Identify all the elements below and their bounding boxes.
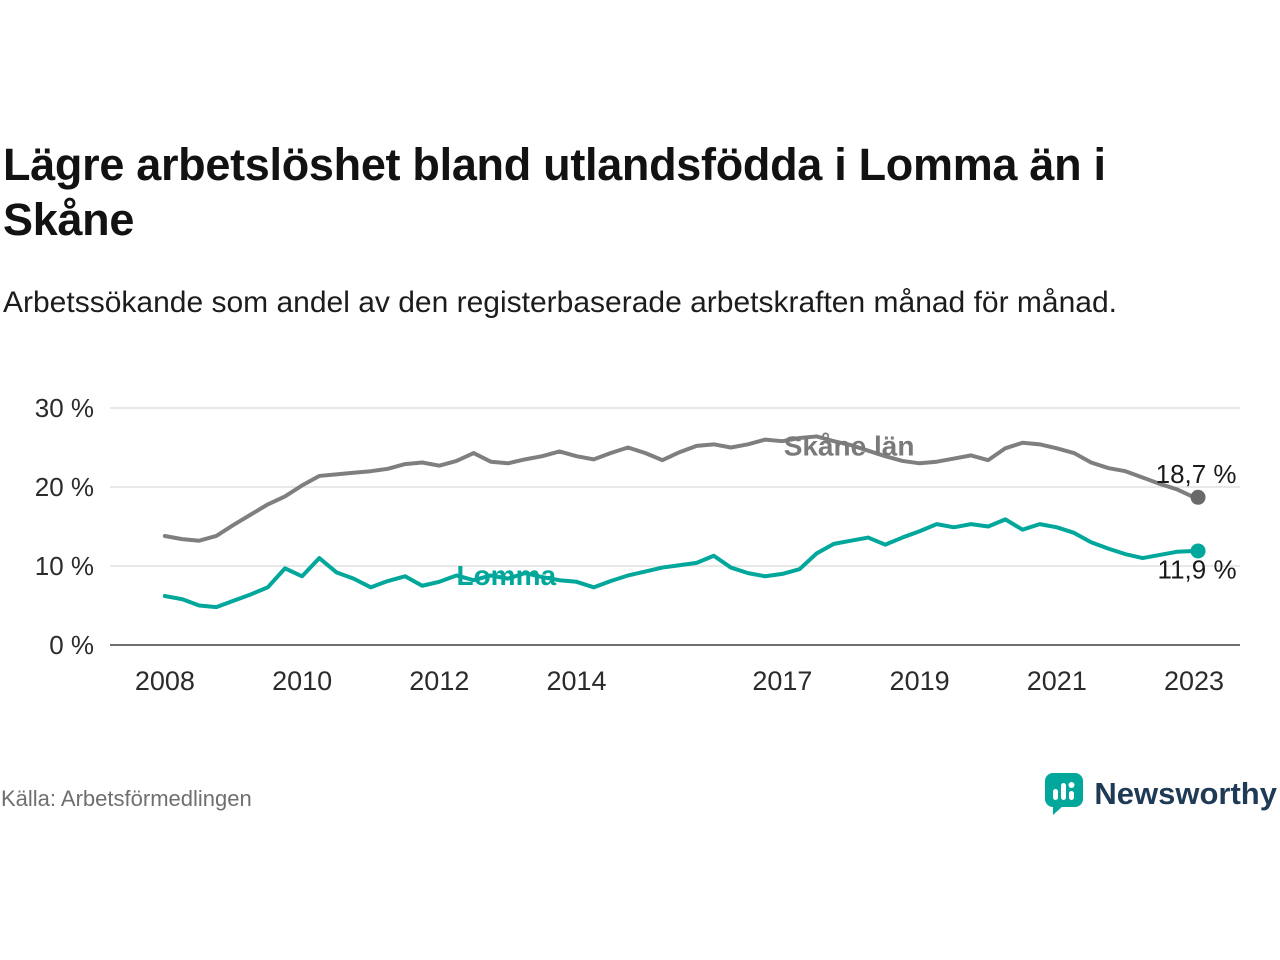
y-tick-label: 30 % (35, 393, 94, 423)
x-tick-label: 2012 (409, 666, 469, 696)
y-tick-label: 10 % (35, 551, 94, 581)
newsworthy-logo: Newsworthy (1044, 772, 1277, 816)
x-tick-label: 2021 (1027, 666, 1087, 696)
annotation-skåne-län: Skåne län (784, 430, 915, 461)
x-tick-label: 2008 (135, 666, 195, 696)
newsworthy-logo-icon (1045, 773, 1084, 815)
annotation-18-7-: 18,7 % (1156, 459, 1237, 489)
chart-subtitle: Arbetssökande som andel av den registerb… (3, 286, 1117, 319)
logo-bubble-tail (1053, 805, 1065, 815)
x-tick-label: 2019 (890, 666, 950, 696)
source-note: Källa: Arbetsförmedlingen (1, 786, 252, 811)
series-end-dot-lomma (1190, 543, 1206, 559)
x-tick-label: 2023 (1164, 666, 1224, 696)
y-tick-label: 0 % (49, 630, 94, 660)
x-tick-label: 2017 (752, 666, 812, 696)
annotation-11-9-: 11,9 % (1158, 555, 1237, 585)
chart-title: Lägre arbetslöshet bland utlandsfödda i … (3, 139, 1106, 245)
logo-bar-2 (1061, 783, 1067, 800)
series-end-dot-skåne-län (1190, 489, 1206, 505)
x-tick-label: 2014 (547, 666, 607, 696)
logo-bar-1 (1053, 789, 1059, 800)
annotation-lomma: Lomma (456, 560, 556, 591)
newsworthy-wordmark: Newsworthy (1094, 776, 1277, 811)
logo-dot (1068, 782, 1075, 788)
x-tick-label: 2010 (272, 666, 332, 696)
series-line-skåne-län (162, 434, 1197, 543)
series-line-lomma (162, 517, 1197, 610)
y-tick-label: 20 % (35, 472, 94, 502)
logo-bar-3 (1069, 791, 1075, 800)
